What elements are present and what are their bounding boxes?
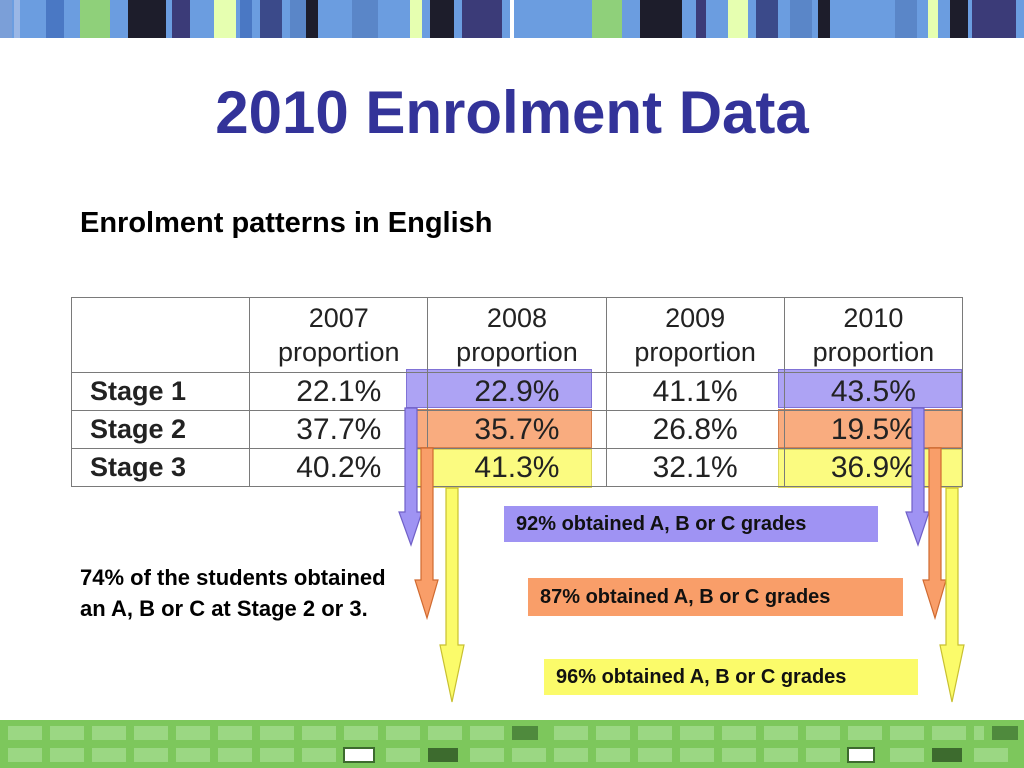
value-cell: 32.1% <box>605 448 785 487</box>
summary-note: 74% of the students obtained an A, B or … <box>80 565 386 621</box>
value-cell: 22.9% <box>427 372 607 411</box>
value-cell: 35.7% <box>427 410 607 449</box>
header-label: proportion <box>812 337 935 367</box>
value-cell: 19.5% <box>783 410 964 449</box>
value-cell: 26.8% <box>605 410 785 449</box>
top-decorative-band <box>0 0 1024 38</box>
header-year: 2009 <box>665 303 726 333</box>
table-row: Stage 1 22.1% 22.9% 41.1% 43.5% <box>70 372 964 411</box>
header-label: proportion <box>634 337 756 367</box>
header-year: 2008 <box>486 303 547 333</box>
stage-label: Stage 1 <box>70 372 251 411</box>
value-cell: 40.2% <box>249 448 429 487</box>
section-subtitle: Enrolment patterns in English <box>80 207 493 239</box>
value-cell: 41.1% <box>605 372 785 411</box>
header-2010: 2010 proportion <box>783 297 964 373</box>
value-cell: 22.1% <box>249 372 429 411</box>
page-title: 2010 Enrolment Data <box>215 79 809 146</box>
bottom-decorative-band <box>0 720 1024 768</box>
stage-label: Stage 3 <box>70 448 251 487</box>
value-cell: 37.7% <box>249 410 429 449</box>
table-corner-cell <box>70 297 251 373</box>
arrow-down-icon <box>439 487 465 703</box>
table-row: Stage 2 37.7% 35.7% 26.8% 19.5% <box>70 410 964 449</box>
arrow-down-icon <box>939 487 965 703</box>
header-label: proportion <box>456 337 578 367</box>
header-2009: 2009 proportion <box>605 297 785 373</box>
table-header-row: 2007 proportion 2008 proportion 2009 propor… <box>70 297 964 373</box>
callout-stage2: 87% obtained A, B or C grades <box>528 578 903 616</box>
header-2008: 2008 proportion <box>427 297 607 373</box>
header-year: 2010 <box>843 303 904 333</box>
header-label: proportion <box>277 337 400 367</box>
header-2007: 2007 proportion <box>249 297 429 373</box>
table-row: Stage 3 40.2% 41.3% 32.1% 36.9% <box>70 448 964 487</box>
header-year: 2007 <box>308 303 369 333</box>
callout-stage1: 92% obtained A, B or C grades <box>504 506 878 542</box>
value-cell: 36.9% <box>783 448 964 487</box>
value-cell: 43.5% <box>783 372 964 411</box>
value-cell: 41.3% <box>427 448 607 487</box>
callout-stage3: 96% obtained A, B or C grades <box>544 659 918 695</box>
stage-label: Stage 2 <box>70 410 251 449</box>
enrolment-table: 2007 proportion 2008 proportion 2009 propor… <box>70 297 964 487</box>
